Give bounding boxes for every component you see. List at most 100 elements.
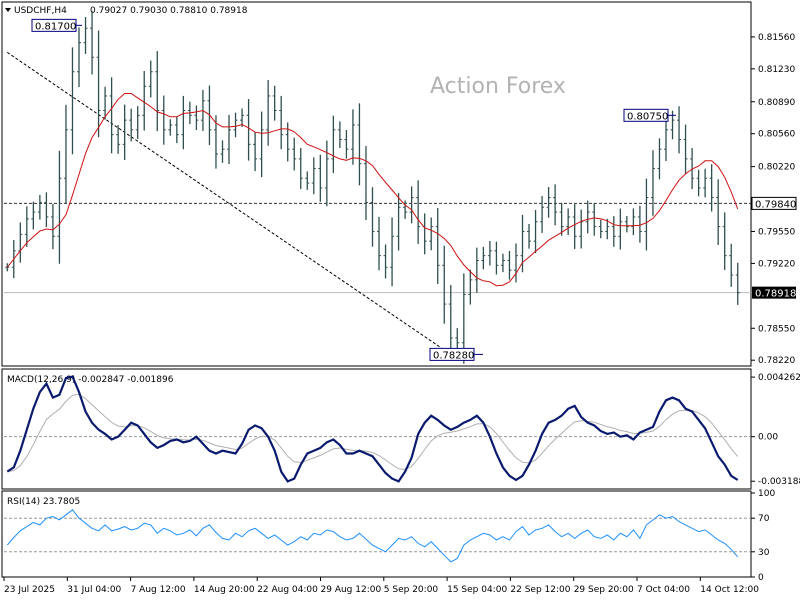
candle <box>409 186 414 224</box>
rsi-line <box>6 509 739 563</box>
candle <box>592 202 597 236</box>
candle <box>37 194 42 220</box>
candle <box>513 243 518 283</box>
ohlc-values: 0.79027 0.79030 0.78810 0.78918 <box>90 6 248 16</box>
candle <box>605 218 610 240</box>
price-tick-label: 0.81230 <box>758 65 795 75</box>
candle <box>663 117 668 162</box>
candle <box>24 206 29 247</box>
candle <box>644 178 649 251</box>
candle <box>403 200 408 219</box>
candle <box>344 130 349 159</box>
candle <box>429 217 434 251</box>
candle <box>611 216 616 247</box>
time-tick-label: 29 Sep 20:00 <box>574 585 634 595</box>
macd-tick-label: 0.004262 <box>758 373 800 383</box>
candle <box>357 103 362 186</box>
candle <box>292 137 297 171</box>
time-tick-label: 14 Oct 12:00 <box>700 585 759 595</box>
peak-annotation: 0.80750 <box>623 108 669 122</box>
last-price-tag: 0.78918 <box>752 286 796 300</box>
candle <box>540 196 545 233</box>
low-annotation: 0.78280 <box>429 347 475 361</box>
candle <box>135 106 140 139</box>
candle <box>194 105 199 130</box>
candle <box>50 204 55 250</box>
candle <box>527 224 532 249</box>
candle <box>305 171 310 190</box>
peak-label: 0.80750 <box>627 111 668 122</box>
candle <box>155 51 160 132</box>
candle <box>253 132 258 172</box>
candle <box>416 180 421 244</box>
last-price-label: 0.78918 <box>755 289 796 300</box>
candle <box>566 208 571 236</box>
high-label: 0.81700 <box>35 21 76 32</box>
macd-panel-border <box>1 368 752 490</box>
price-panel-border <box>1 1 752 367</box>
price-tick-label: 0.78220 <box>758 356 795 366</box>
candle <box>448 285 453 357</box>
candle <box>83 17 88 54</box>
symbol-label: USDCHF,H4 <box>14 6 67 16</box>
candle <box>181 95 186 150</box>
candle <box>227 114 232 165</box>
candle <box>233 112 238 138</box>
candle <box>324 140 329 207</box>
rsi-tick-label: 30 <box>758 548 770 558</box>
price-tick-label: 0.81560 <box>758 33 795 43</box>
macd-title: MACD(12,26,9) -0.002847 -0.001896 <box>7 375 174 385</box>
candle <box>77 27 82 87</box>
candle <box>474 247 479 293</box>
candle <box>213 115 218 169</box>
macd-line <box>6 375 739 483</box>
rsi-tick-label: 70 <box>758 514 770 524</box>
candle <box>174 116 179 144</box>
high-annotation: 0.81700 <box>31 18 77 32</box>
time-tick-label: 5 Sep 20:00 <box>384 585 439 595</box>
candle <box>259 111 264 178</box>
price-tick-label: 0.80560 <box>758 130 795 140</box>
price-tick-label: 0.79220 <box>758 259 795 269</box>
candle <box>31 201 36 230</box>
candle <box>109 77 114 154</box>
price-plot <box>4 10 751 364</box>
candle <box>598 219 603 239</box>
candle <box>96 30 101 138</box>
rsi-tick-label: 100 <box>758 489 775 499</box>
candle <box>63 104 68 204</box>
candle <box>500 253 505 273</box>
candle <box>318 154 323 202</box>
candle <box>122 104 127 160</box>
time-tick-label: 22 Aug 04:00 <box>257 585 318 595</box>
price-tick-label: 0.78550 <box>758 324 795 334</box>
macd-tick-label: -0.003188 <box>758 477 800 487</box>
candle <box>722 212 727 270</box>
candle <box>618 208 623 250</box>
candle <box>696 169 701 197</box>
candle <box>468 269 473 305</box>
candle <box>298 148 303 190</box>
candle <box>396 193 401 251</box>
low-label: 0.78280 <box>433 350 474 361</box>
candle <box>657 138 662 180</box>
candle <box>246 99 251 161</box>
candle <box>103 86 108 120</box>
price-tick-label: 0.80220 <box>758 163 795 173</box>
candle <box>350 109 355 165</box>
candle <box>677 106 682 154</box>
time-tick-label: 29 Aug 12:00 <box>321 585 382 595</box>
time-tick-label: 7 Aug 12:00 <box>131 585 186 595</box>
watermark: Action Forex <box>430 74 566 99</box>
candle <box>579 209 584 249</box>
candle <box>487 240 492 266</box>
time-tick-label: 22 Sep 12:00 <box>510 585 570 595</box>
candle <box>716 179 721 245</box>
candle <box>559 202 564 236</box>
collapse-triangle-icon[interactable] <box>5 8 11 12</box>
candle <box>735 262 740 305</box>
rsi-title: RSI(14) 23.7805 <box>7 497 80 507</box>
candle <box>683 124 688 174</box>
candle <box>240 108 245 127</box>
